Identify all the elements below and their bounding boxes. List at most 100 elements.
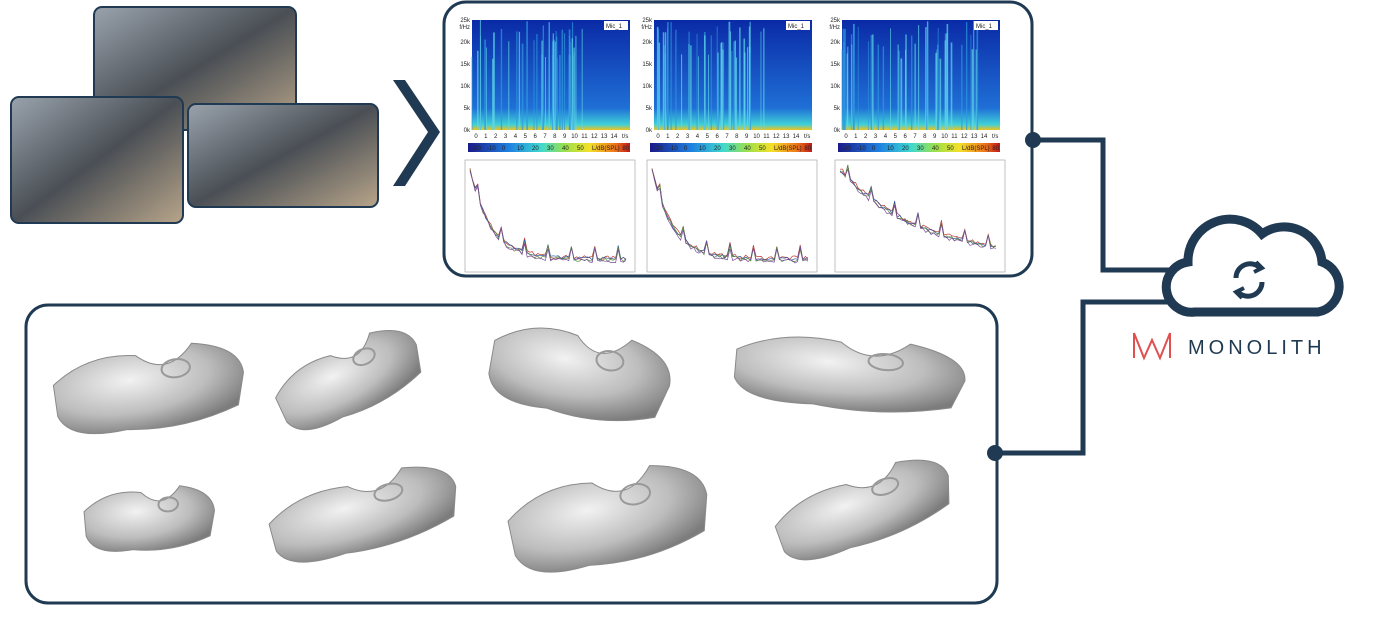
x-tick-label: 3: [686, 134, 690, 140]
legend-label: Mic_1: [606, 24, 623, 30]
connectors: [995, 137, 1172, 456]
y-tick-label: 0k: [834, 128, 841, 134]
y-tick-label: 10k: [460, 84, 471, 90]
legend-label: Mic_1: [976, 24, 993, 30]
x-tick-label: 13: [971, 134, 978, 140]
tank-port: [595, 350, 625, 372]
colorbar-tick: 30: [729, 146, 736, 152]
x-tick-label: 12: [773, 134, 780, 140]
x-tick-label: 14: [981, 134, 988, 140]
colorbar-tick: 10: [517, 146, 524, 152]
colorbar-max: 80: [622, 146, 629, 152]
colorbar-tick: 0: [872, 146, 876, 152]
colorbar-tick: 40: [562, 146, 569, 152]
x-tick-label: 11: [763, 134, 770, 140]
x-tick-label: 7: [725, 134, 729, 140]
fuel-tank: [268, 466, 457, 563]
y-tick-label: 15k: [642, 62, 653, 68]
colorbar-tick: 20: [714, 146, 721, 152]
y-tick-label: 15k: [460, 62, 471, 68]
x-tick-label: 3: [874, 134, 878, 140]
connector-dot: [987, 445, 1003, 461]
colorbar-tick: 10: [699, 146, 706, 152]
x-tick-label: 6: [903, 134, 907, 140]
x-tick-label: 6: [715, 134, 719, 140]
tank-body: [52, 342, 244, 435]
connector: [1033, 137, 1172, 273]
colorbar-tick: 10: [887, 146, 894, 152]
colorbar-tick: 50: [759, 146, 766, 152]
y-unit: f/Hz: [459, 25, 470, 31]
x-tick-label: 1: [666, 134, 670, 140]
x-tick-label: 3: [504, 134, 508, 140]
x-tick-label: 7: [543, 134, 547, 140]
response-curve: [651, 168, 809, 261]
colorbar-tick: 50: [577, 146, 584, 152]
x-tick-label: 0: [474, 134, 478, 140]
x-tick-label: 14: [611, 134, 618, 140]
y-tick-label: 25k: [830, 18, 841, 24]
x-tick-label: 9: [745, 134, 749, 140]
y-tick-label: 20k: [830, 40, 841, 46]
x-tick-label: 10: [753, 134, 760, 140]
colorbar-tick: 0: [502, 146, 506, 152]
colorbar-unit: L/dB(SPL): [962, 146, 990, 152]
colorbar-tick: -20: [472, 146, 481, 152]
fuel-tank: [774, 459, 950, 561]
x-tick-label: 2: [676, 134, 680, 140]
y-tick-label: 0k: [646, 128, 653, 134]
response-curve: [651, 169, 809, 261]
fuel-tank: [488, 327, 671, 422]
colorbar: [468, 143, 630, 152]
tank-body: [774, 459, 950, 561]
x-tick-label: 1: [854, 134, 858, 140]
colorbar: [838, 143, 1000, 152]
x-tick-label: 9: [933, 134, 937, 140]
x-tick-label: 2: [494, 134, 498, 140]
x-tick-label: 13: [601, 134, 608, 140]
fuel-tank: [275, 330, 422, 431]
photo: [187, 103, 379, 208]
x-tick-label: 8: [553, 134, 557, 140]
x-tick-label: 8: [735, 134, 739, 140]
y-tick-label: 5k: [464, 106, 471, 112]
y-tick-label: 15k: [830, 62, 841, 68]
x-tick-label: 8: [923, 134, 927, 140]
spectrogram: [472, 20, 630, 130]
x-tick-label: 9: [563, 134, 567, 140]
x-tick-label: 4: [514, 134, 518, 140]
y-tick-label: 10k: [830, 84, 841, 90]
tank-port: [160, 358, 191, 379]
x-tick-label: 10: [941, 134, 948, 140]
y-tick-label: 5k: [646, 106, 653, 112]
colorbar-tick: 20: [532, 146, 539, 152]
x-tick-label: 4: [696, 134, 700, 140]
y-tick-label: 25k: [460, 18, 471, 24]
connector-dot: [1025, 132, 1041, 148]
fuel-tank: [52, 342, 244, 435]
tank-port: [867, 352, 904, 372]
colorbar-tick: -20: [842, 146, 851, 152]
brand-name: MONOLITH: [1188, 337, 1326, 359]
y-tick-label: 0k: [464, 128, 471, 134]
colorbar-unit: L/dB(SPL): [592, 146, 620, 152]
colorbar-tick: 30: [547, 146, 554, 152]
colorbar-tick: -10: [857, 146, 866, 152]
colorbar-tick: -20: [654, 146, 663, 152]
tank-body: [507, 465, 708, 573]
x-tick-label: 12: [961, 134, 968, 140]
legend-label: Mic_1: [788, 24, 805, 30]
tank-body: [268, 466, 457, 563]
x-tick-label: 1: [484, 134, 488, 140]
x-tick-label: 7: [913, 134, 917, 140]
x-tick-label: 14: [793, 134, 800, 140]
x-tick-label: 11: [581, 134, 588, 140]
fuel-tank: [733, 336, 966, 413]
fuel-tank: [507, 465, 708, 573]
